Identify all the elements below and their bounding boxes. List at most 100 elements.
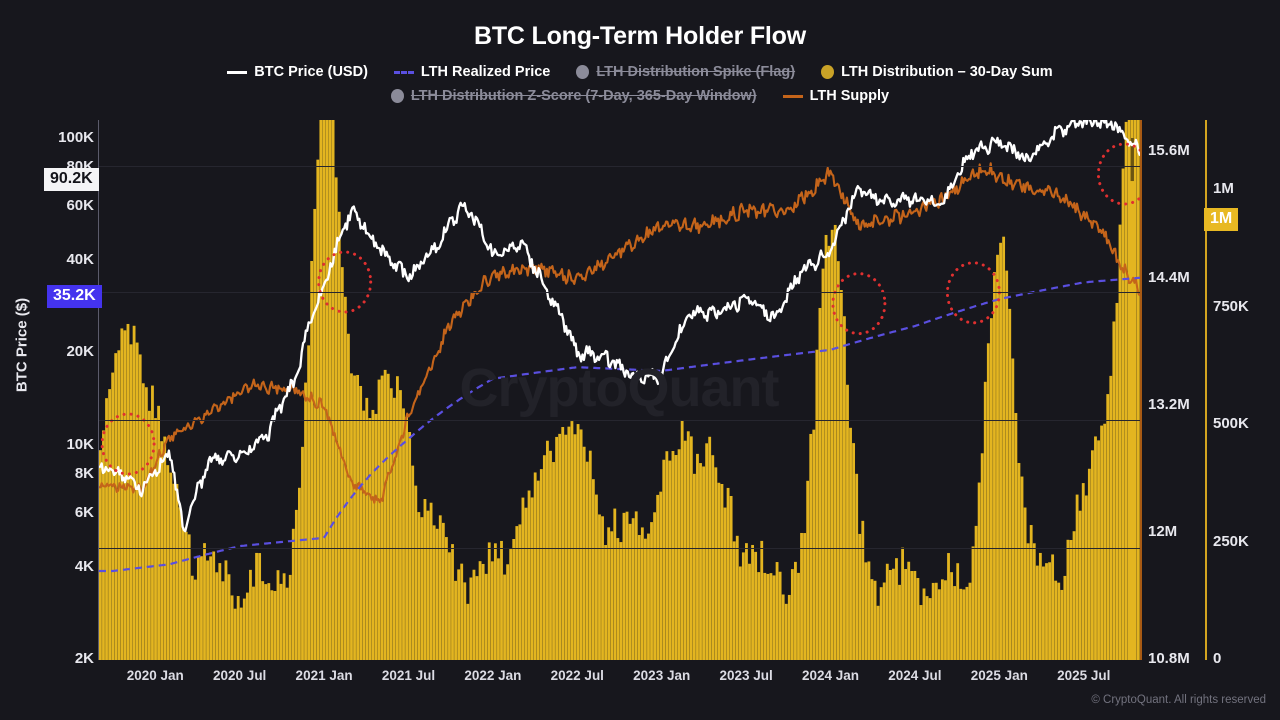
legend-item-lth-distribution-z-score[interactable]: LTH Distribution Z-Score (7-Day, 365-Day… <box>390 88 757 104</box>
distribution-bar <box>521 497 525 660</box>
distribution-bar <box>285 587 289 660</box>
distribution-bar <box>215 572 219 660</box>
copyright-notice: © CryptoQuant. All rights reserved <box>1091 694 1266 706</box>
distribution-bar <box>356 374 360 660</box>
legend-item-lth-realized-price[interactable]: LTH Realized Price <box>393 64 550 80</box>
distribution-bar <box>340 267 344 660</box>
distribution-bar <box>512 539 516 660</box>
distribution-bar <box>206 560 209 660</box>
distribution-bar <box>166 465 170 660</box>
distribution-bar <box>126 323 130 660</box>
distribution-bar <box>653 512 656 660</box>
distribution-bar <box>1066 539 1070 660</box>
distribution-bar <box>766 573 770 660</box>
distribution-bar <box>411 465 415 660</box>
distribution-bar <box>120 328 124 660</box>
distribution-bar <box>1081 483 1085 660</box>
distribution-bar <box>616 538 620 660</box>
distribution-bar <box>944 580 947 660</box>
distribution-bar <box>533 472 537 660</box>
legend-label: LTH Distribution Z-Score (7-Day, 365-Day… <box>410 88 757 104</box>
distribution-bar <box>362 410 366 660</box>
distribution-bar <box>307 345 311 660</box>
distribution-bar <box>169 472 173 660</box>
distribution-bar <box>846 384 849 660</box>
annotation-circle <box>100 412 156 476</box>
distribution-bar <box>319 120 323 660</box>
x-axis-tick: 2024 Jan <box>801 668 860 683</box>
distribution-bar <box>1035 565 1039 660</box>
distribution-bar <box>898 584 901 660</box>
x-axis-tick: 2022 Jan <box>464 668 522 683</box>
price-axis-tick: 10K <box>66 435 94 453</box>
distribution-bar <box>350 373 353 660</box>
distribution-bar <box>861 520 865 660</box>
distribution-bar <box>787 594 791 660</box>
legend-item-btc-price[interactable]: BTC Price (USD) <box>227 64 368 80</box>
distribution-bar <box>748 563 751 660</box>
distribution-bar <box>937 589 941 660</box>
distribution-bar <box>965 586 969 660</box>
distribution-bar <box>699 463 702 660</box>
distribution-bar <box>1097 440 1100 660</box>
distribution-bar <box>435 528 439 660</box>
price-axis-line <box>98 120 99 660</box>
distribution-bar <box>671 451 675 660</box>
distribution-bar <box>665 451 669 660</box>
distribution-bar <box>956 563 960 660</box>
distribution-bar <box>102 430 105 660</box>
x-axis-tick: 2020 Jul <box>213 668 267 683</box>
distribution-bar <box>922 588 926 660</box>
distribution-bar <box>515 526 519 660</box>
distribution-bar <box>1026 543 1030 660</box>
distribution-bar <box>769 573 773 660</box>
supply-axis-tick: 14.4M <box>1148 268 1190 286</box>
distribution-bar <box>833 224 837 660</box>
distribution-bar <box>1118 224 1122 660</box>
distribution-bar <box>524 507 528 660</box>
distribution-bar <box>1023 507 1027 660</box>
legend-item-lth-supply[interactable]: LTH Supply <box>782 88 889 104</box>
distribution-bar <box>757 572 761 660</box>
dot-swatch-icon <box>576 65 590 79</box>
distribution-bar <box>196 556 200 660</box>
distribution-bar <box>790 569 794 660</box>
legend-item-lth-distribution-spike[interactable]: LTH Distribution Spike (Flag) <box>576 64 795 80</box>
distribution-bar <box>659 491 663 660</box>
distribution-bar <box>469 577 473 660</box>
distribution-bar <box>916 578 920 660</box>
distribution-bar <box>913 570 917 660</box>
distribution-bar <box>806 480 810 660</box>
distribution-bar <box>282 573 286 660</box>
series-lth-distribution-bars <box>99 120 1140 660</box>
distribution-bar <box>273 590 277 660</box>
distribution-bar <box>200 556 203 660</box>
distribution-bar <box>582 446 586 660</box>
distribution-bar <box>539 469 543 660</box>
distribution-bar <box>420 517 424 660</box>
price-axis-tick: 100K <box>58 128 94 146</box>
distribution-bar <box>261 581 265 660</box>
legend-item-lth-distribution-30-day-sum[interactable]: LTH Distribution – 30-Day Sum <box>821 64 1053 80</box>
distribution-bar <box>288 574 292 660</box>
distribution-bar <box>451 544 454 660</box>
distribution-bar <box>827 245 831 660</box>
series-btc-price-line <box>99 120 1140 533</box>
distribution-bar <box>475 576 479 660</box>
distribution-bar <box>656 494 660 660</box>
distribution-bar <box>674 455 678 660</box>
distribution-bar <box>803 533 807 660</box>
annotation-circle <box>1096 142 1140 206</box>
distribution-bar <box>812 429 816 660</box>
supply-axis-tick: 15.6M <box>1148 141 1190 159</box>
distribution-bar <box>950 572 953 660</box>
distribution-bar <box>457 569 461 660</box>
series-container <box>99 120 1140 660</box>
distribution-bar <box>910 571 914 660</box>
distribution-bar <box>530 497 534 660</box>
distribution-bar <box>353 375 356 660</box>
distribution-axis-tick: 0 <box>1213 650 1222 667</box>
plot-area[interactable]: CryptoQuant <box>99 120 1140 660</box>
distribution-bar <box>1112 321 1116 660</box>
distribution-bar <box>402 408 405 660</box>
